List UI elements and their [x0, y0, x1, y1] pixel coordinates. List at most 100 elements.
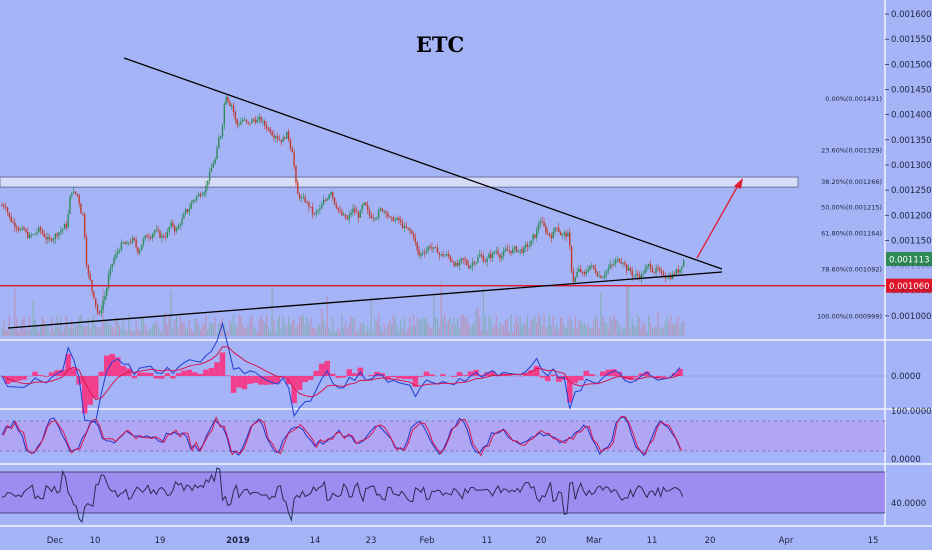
candle-body [624, 262, 626, 265]
candle-body [648, 264, 650, 266]
candle-body [530, 240, 532, 246]
macd-histogram-bar [313, 370, 319, 376]
candle-body [267, 128, 270, 130]
macd-histogram-bar [489, 371, 496, 376]
candle-body [352, 208, 354, 213]
candle-body [449, 255, 452, 261]
candle-body [89, 274, 91, 281]
candle-body [260, 116, 262, 122]
volume-bar [558, 328, 560, 336]
macd-histogram-bar [21, 376, 27, 380]
candle-body [515, 246, 518, 252]
volume-bar [6, 330, 9, 336]
volume-bar [150, 329, 152, 336]
volume-bar [466, 316, 468, 336]
macd-histogram-bar [15, 376, 22, 381]
volume-bar [519, 316, 521, 336]
candle-body [556, 227, 558, 229]
descending-trendline [123, 57, 723, 270]
volume-bar [19, 328, 21, 336]
candle-body [434, 247, 437, 249]
candle-body [27, 231, 29, 238]
volume-bar [56, 315, 58, 336]
candle-body [535, 230, 538, 238]
candle-body [653, 271, 655, 273]
macd-histogram-bar [407, 376, 413, 380]
volume-bar [229, 319, 231, 336]
candle-body [627, 267, 630, 271]
volume-bar [506, 318, 508, 336]
volume-bar [510, 314, 512, 336]
candle-body [19, 229, 22, 231]
candle-body [613, 263, 615, 265]
volume-bar [85, 325, 88, 336]
volume-bar [591, 329, 593, 336]
support-price-label: 0.001060 [889, 282, 930, 292]
volume-bar [598, 327, 600, 336]
volume-bar [293, 318, 295, 336]
volume-bar [232, 314, 235, 336]
candle-body [451, 260, 453, 263]
volume-bar [548, 314, 551, 336]
volume-bar [288, 317, 290, 336]
volume-bar [45, 325, 47, 336]
volume-bar [471, 324, 473, 336]
ascending-trendline [7, 271, 723, 329]
macd-histogram-bar [550, 374, 556, 376]
candle-body [124, 242, 126, 245]
volume-bar [207, 329, 209, 336]
volume-bar [221, 317, 224, 336]
fib-level-label: 23.60%(0.001329) [821, 146, 882, 154]
macd-histogram-bar [451, 376, 457, 377]
volume-bar [607, 329, 609, 336]
volume-bar [308, 323, 310, 336]
macd-histogram-bar [418, 376, 424, 377]
volume-bar [62, 330, 64, 336]
volume-bar [326, 295, 328, 336]
candle-body [436, 247, 439, 254]
volume-bar [84, 325, 86, 336]
candle-body [98, 312, 101, 314]
volume-bar [672, 324, 674, 336]
volume-bar [596, 319, 598, 336]
volume-bar [3, 320, 5, 336]
candle-body [264, 121, 266, 126]
candle-body [423, 252, 426, 254]
volume-bar [613, 315, 615, 336]
candle-body [287, 131, 290, 140]
macd-histogram-bar [203, 369, 209, 376]
volume-bar [254, 329, 257, 336]
volume-bar [231, 321, 233, 336]
macd-histogram-bar [48, 372, 55, 376]
macd-histogram-bar [131, 376, 138, 379]
volume-bar [73, 327, 75, 336]
macd-histogram-bar [660, 376, 667, 377]
volume-bar [247, 325, 249, 336]
candle-body [298, 194, 301, 199]
date-label: 15 [868, 536, 879, 546]
volume-bar [214, 317, 216, 336]
volume-bar [602, 316, 604, 336]
projection-arrow-shaft [696, 181, 741, 259]
volume-bar [497, 329, 499, 336]
candle-body [131, 237, 134, 243]
date-label: 14 [310, 536, 321, 546]
volume-bar [236, 327, 238, 336]
volume-bar [299, 316, 301, 336]
volume-bar [260, 315, 262, 336]
volume-bar [651, 329, 654, 336]
volume-bar [640, 328, 643, 336]
candle-body [25, 229, 27, 232]
candle-body [60, 230, 62, 233]
volume-bar [368, 330, 371, 336]
macd-histogram-bar [214, 362, 220, 376]
volume-bar [30, 329, 32, 336]
candle-body [135, 240, 137, 248]
macd-histogram-bar [186, 369, 193, 376]
volume-bar [578, 320, 580, 336]
volume-bar [618, 325, 620, 336]
candle-body [576, 271, 578, 278]
macd-histogram-bar [412, 376, 419, 387]
volume-bar [537, 314, 540, 336]
price-axis: 0.001600 0.001550 0.001500 0.001450 0.001400… [885, 10, 932, 322]
